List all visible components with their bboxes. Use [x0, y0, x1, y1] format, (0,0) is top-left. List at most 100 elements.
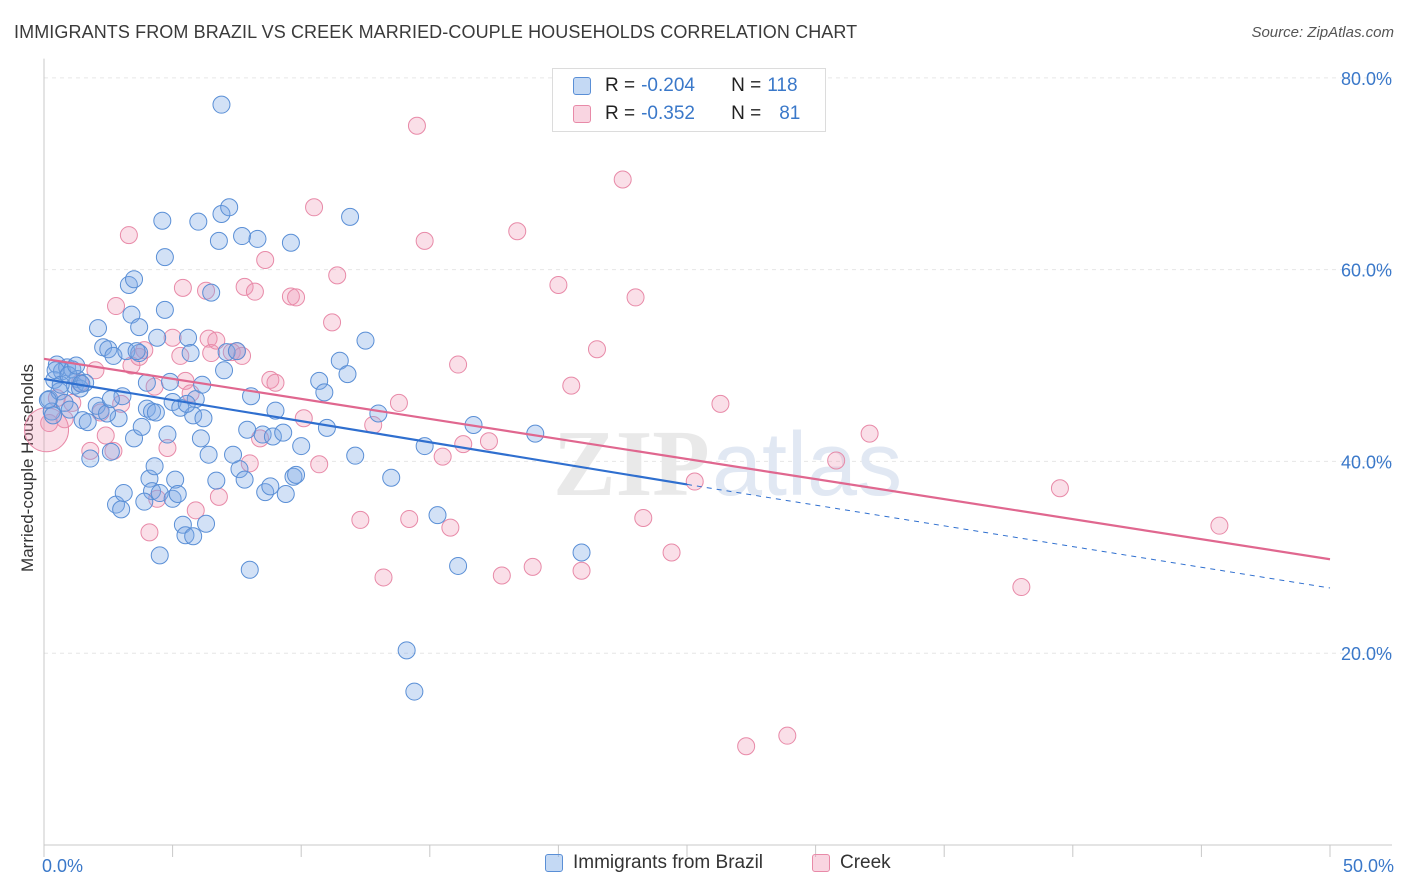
brazil-point	[109, 409, 128, 428]
brazil-point	[98, 404, 117, 423]
brazil-point	[369, 404, 388, 423]
creek-point	[407, 116, 426, 135]
creek-point	[207, 331, 226, 350]
brazil-point	[202, 283, 221, 302]
brazil-point	[137, 399, 156, 418]
y-tick-label: 40.0%	[1341, 452, 1392, 472]
creek-point	[199, 329, 218, 348]
creek-point	[572, 561, 591, 580]
brazil-swatch	[573, 77, 591, 95]
brazil-point	[101, 390, 120, 409]
brazil-point	[44, 406, 63, 425]
creek-point	[479, 432, 498, 451]
creek-point	[135, 341, 154, 360]
brazil-point	[127, 342, 146, 361]
bottom-legend-creek-label: Creek	[840, 852, 891, 873]
creek-point	[294, 409, 313, 428]
creek-point	[449, 355, 468, 374]
creek-point	[233, 346, 252, 365]
creek-point	[1050, 479, 1069, 498]
legend-n-value: 81	[779, 103, 801, 124]
brazil-point	[330, 351, 349, 370]
creek-point	[400, 509, 419, 528]
brazil-point	[184, 527, 203, 546]
y-tick-label: 20.0%	[1341, 644, 1392, 664]
brazil-point	[397, 641, 416, 660]
brazil-point	[155, 300, 174, 319]
brazil-point	[356, 331, 375, 350]
brazil-point	[266, 401, 285, 420]
creek-point	[107, 297, 126, 316]
brazil-point	[215, 361, 234, 380]
brazil-swatch	[545, 854, 563, 872]
brazil-point	[317, 418, 336, 437]
brazil-trend-line	[43, 377, 688, 486]
legend-n-value: 118	[767, 75, 798, 96]
brazil-point	[217, 343, 236, 362]
chart-title: IMMIGRANTS FROM BRAZIL VS CREEK MARRIED-…	[14, 22, 858, 42]
brazil-point	[176, 526, 195, 545]
brazil-point	[233, 227, 252, 246]
brazil-point	[194, 409, 213, 428]
brazil-point	[112, 500, 131, 519]
brazil-point	[153, 211, 172, 230]
brazil-point	[189, 212, 208, 231]
creek-point	[245, 282, 264, 301]
creek-point	[523, 557, 542, 576]
creek-point	[351, 510, 370, 529]
creek-point	[140, 523, 159, 542]
brazil-point	[428, 506, 447, 525]
brazil-point	[158, 425, 177, 444]
brazil-point	[405, 682, 424, 701]
watermark-zip: ZIP	[553, 412, 710, 516]
brazil-point	[150, 546, 169, 565]
creek-point	[305, 198, 324, 217]
brazil-point	[238, 420, 257, 439]
brazil-point	[135, 492, 154, 511]
brazil-point	[60, 400, 79, 419]
legend-r-value: -0.352	[641, 103, 695, 124]
creek-point	[562, 376, 581, 395]
creek-point	[119, 226, 138, 245]
creek-point	[374, 568, 393, 587]
brazil-point	[382, 468, 401, 487]
brazil-point	[274, 423, 293, 442]
brazil-point	[207, 471, 226, 490]
legend-r-label: R =	[605, 75, 636, 96]
trend-lines	[43, 357, 1331, 589]
creek-point	[173, 278, 192, 297]
brazil-point	[341, 207, 360, 226]
brazil-point	[197, 514, 216, 533]
brazil-point	[163, 489, 182, 508]
creek-point	[209, 487, 228, 506]
brazil-point	[119, 275, 138, 294]
brazil-trend-extension	[686, 483, 1331, 589]
creek-point	[24, 407, 70, 453]
brazil-point	[101, 442, 120, 461]
legend-row-creek: R = -0.352 N = 81	[573, 103, 800, 125]
brazil-point	[130, 344, 149, 363]
brazil-point	[89, 319, 108, 338]
bottom-legend-creek: Creek	[812, 852, 891, 874]
brazil-point	[292, 437, 311, 456]
brazil-point	[191, 429, 210, 448]
brazil-point	[81, 449, 100, 468]
brazil-point	[181, 344, 200, 363]
brazil-point	[132, 417, 151, 436]
creek-point	[261, 370, 280, 389]
creek-point	[81, 441, 100, 460]
brazil-point	[227, 342, 246, 361]
bottom-legend-brazil: Immigrants from Brazil	[545, 852, 763, 874]
brazil-point	[235, 470, 254, 489]
creek-point	[587, 340, 606, 359]
legend-n-label: N =	[731, 103, 762, 124]
creek-point	[662, 543, 681, 562]
brazil-point	[315, 383, 334, 402]
creek-trend-line	[43, 357, 1331, 561]
legend-n-label: N =	[731, 75, 762, 96]
brazil-point	[146, 403, 165, 422]
brazil-point	[224, 445, 243, 464]
brazil-point	[114, 484, 133, 503]
x-tick-label: 50.0%	[1343, 856, 1394, 876]
creek-point	[626, 288, 645, 307]
